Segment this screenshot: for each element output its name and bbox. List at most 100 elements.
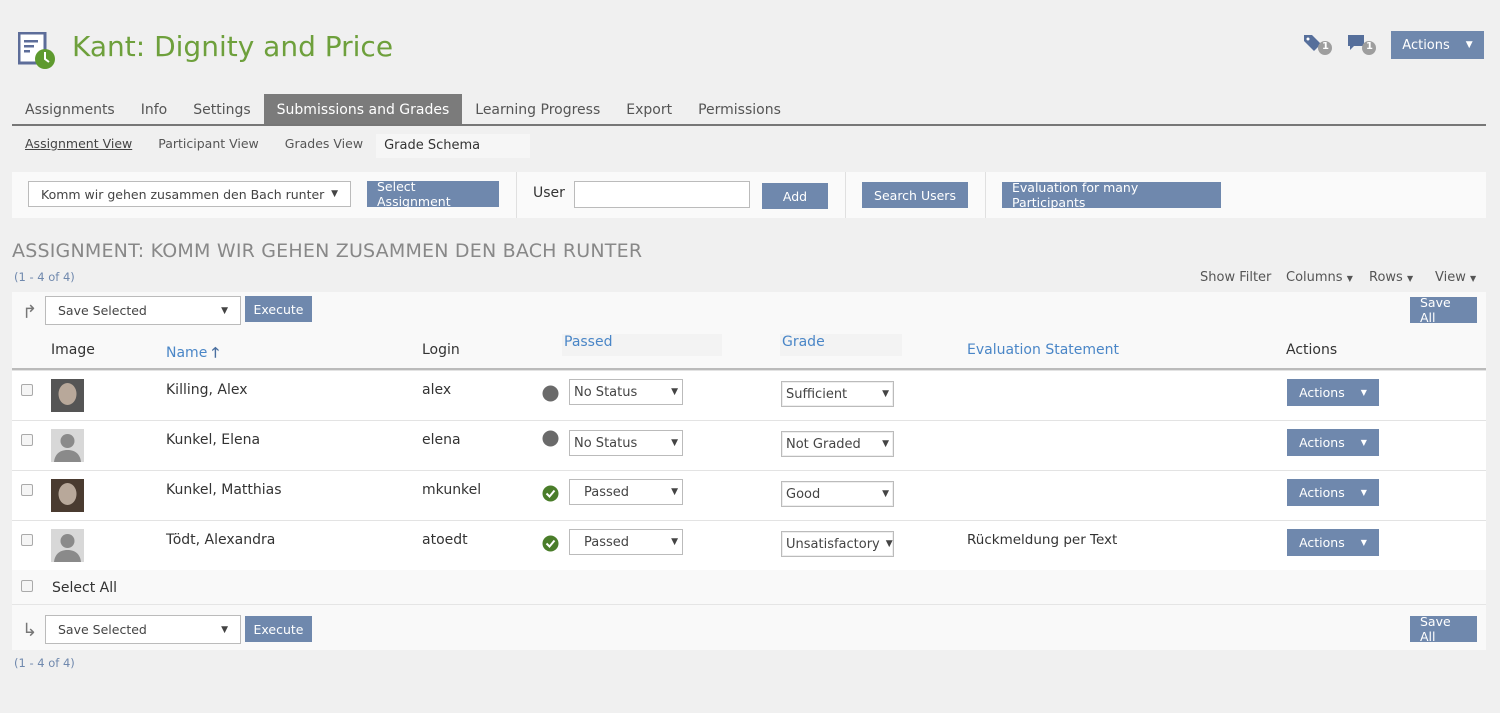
evaluation-many-button[interactable]: Evaluation for many Participants — [1002, 180, 1221, 210]
tab-settings[interactable]: Settings — [193, 102, 251, 118]
passed-check-icon — [542, 535, 559, 556]
subtab-grades-view[interactable]: Grades View — [284, 136, 364, 151]
caret-down-icon: ▼ — [882, 489, 889, 499]
caret-down-icon: ▼ — [1360, 538, 1367, 547]
passed-select-value: Passed — [584, 534, 630, 550]
user-input[interactable] — [574, 181, 750, 208]
subtab-participant-view[interactable]: Participant View — [158, 136, 259, 151]
evaluation-statement: Rückmeldung per Text — [967, 532, 1118, 548]
divider — [985, 172, 986, 218]
add-button[interactable]: Add — [762, 183, 828, 209]
grade-select-value: Unsatisfactory — [786, 536, 880, 552]
row-actions-button[interactable]: Actions ▼ — [1287, 379, 1379, 406]
tab-export[interactable]: Export — [626, 102, 673, 118]
columns-label: Columns — [1286, 270, 1343, 285]
caret-down-icon: ▼ — [221, 305, 228, 316]
tab-info[interactable]: Info — [140, 102, 168, 118]
comments-count: 1 — [1366, 41, 1373, 52]
avatar — [51, 429, 84, 462]
select-assignment-button[interactable]: Select Assignment — [367, 179, 499, 209]
save-all-button-top[interactable]: Save All — [1410, 295, 1477, 325]
row-checkbox[interactable] — [21, 434, 33, 446]
passed-select[interactable]: Passed ▼ — [569, 479, 683, 505]
caret-down-icon: ▼ — [1360, 438, 1367, 447]
result-count-top: (1 - 4 of 4) — [14, 270, 75, 284]
tab-learning-progress[interactable]: Learning Progress — [475, 102, 601, 118]
col-login: Login — [422, 342, 460, 358]
actions-label: Actions — [1299, 535, 1345, 550]
rows-dropdown[interactable]: Rows ▼ — [1369, 270, 1413, 285]
result-count-bottom: (1 - 4 of 4) — [14, 656, 75, 670]
actions-label: Actions — [1402, 37, 1450, 53]
tab-permissions[interactable]: Permissions — [698, 102, 781, 118]
row-actions-button[interactable]: Actions ▼ — [1287, 429, 1379, 456]
row-checkbox[interactable] — [21, 384, 33, 396]
command-select-value: Save Selected — [58, 303, 147, 318]
row-actions-button[interactable]: Actions ▼ — [1287, 529, 1379, 556]
avatar — [51, 529, 84, 562]
view-dropdown[interactable]: View ▼ — [1435, 270, 1476, 285]
execute-button-top[interactable]: Execute — [245, 296, 312, 322]
col-actions: Actions — [1286, 342, 1338, 358]
participant-login: atoedt — [422, 532, 468, 548]
columns-dropdown[interactable]: Columns ▼ — [1286, 270, 1353, 285]
submissions-table: ↱ Save Selected ▼ Execute Save All Image … — [12, 292, 1486, 650]
show-filter-link[interactable]: Show Filter — [1200, 270, 1272, 285]
col-name[interactable]: Name 🡑 — [166, 342, 219, 366]
divider — [845, 172, 846, 218]
subtab-grade-schema[interactable]: Grade Schema — [376, 134, 531, 158]
actions-label: Actions — [1299, 435, 1345, 450]
search-users-button[interactable]: Search Users — [862, 182, 968, 208]
execute-button-bottom[interactable]: Execute — [245, 616, 312, 642]
grade-select-value: Sufficient — [786, 386, 848, 402]
no-status-icon — [542, 385, 559, 406]
table-row: Tödt, Alexandra atoedt Passed ▼ Unsatisfacto… — [12, 520, 1486, 570]
header-actions-button[interactable]: Actions ▼ — [1391, 31, 1484, 59]
assignment-select[interactable]: Komm wir gehen zusammen den Bach runter ▼ — [28, 181, 351, 207]
caret-down-icon: ▼ — [671, 387, 678, 397]
toolbar: Komm wir gehen zusammen den Bach runter ▼… — [12, 172, 1486, 218]
col-name-label: Name — [166, 345, 208, 361]
caret-down-icon: ▼ — [885, 539, 893, 549]
main-tabs: Assignments Info Settings Submissions an… — [12, 94, 1486, 126]
participant-name: Killing, Alex — [166, 382, 248, 398]
subtab-assignment-view[interactable]: Assignment View — [25, 136, 133, 151]
section-heading: ASSIGNMENT: KOMM WIR GEHEN ZUSAMMEN DEN … — [12, 240, 643, 262]
command-select-value: Save Selected — [58, 622, 147, 637]
sub-tabs: Assignment View Participant View Grades … — [12, 134, 531, 158]
select-all-label: Select All — [52, 580, 117, 596]
tab-assignments[interactable]: Assignments — [25, 102, 115, 118]
col-evaluation-statement[interactable]: Evaluation Statement — [967, 342, 1119, 358]
passed-select[interactable]: Passed ▼ — [569, 529, 683, 555]
row-checkbox[interactable] — [21, 484, 33, 496]
save-all-button-bottom[interactable]: Save All — [1410, 614, 1477, 644]
caret-down-icon: ▼ — [1346, 274, 1353, 283]
grade-select[interactable]: Good ▼ — [781, 481, 894, 507]
passed-select-value: Passed — [584, 484, 630, 500]
row-checkbox[interactable] — [21, 534, 33, 546]
user-label: User — [533, 185, 565, 201]
command-select-top[interactable]: Save Selected ▼ — [45, 296, 241, 325]
passed-select[interactable]: No Status ▼ — [569, 379, 683, 405]
passed-select[interactable]: No Status ▼ — [569, 430, 683, 456]
caret-down-icon: ▼ — [1470, 274, 1477, 283]
table-row: Killing, Alex alex No Status ▼ Sufficient ▼ Ac… — [12, 370, 1486, 420]
grade-select[interactable]: Sufficient ▼ — [781, 381, 894, 407]
grade-select[interactable]: Unsatisfactory ▼ — [781, 531, 894, 557]
tab-submissions-and-grades[interactable]: Submissions and Grades — [263, 94, 463, 124]
caret-down-icon: ▼ — [1360, 488, 1367, 497]
caret-down-icon: ▼ — [221, 624, 228, 635]
arrow-turn-right-icon: ↱ — [22, 302, 38, 323]
select-all-checkbox[interactable] — [21, 580, 33, 592]
grade-select[interactable]: Not Graded ▼ — [781, 431, 894, 457]
col-passed[interactable]: Passed — [562, 334, 722, 356]
col-grade[interactable]: Grade — [780, 334, 902, 356]
comment-icon[interactable]: 1 — [1347, 34, 1379, 62]
passed-select-value: No Status — [574, 435, 638, 451]
participant-name: Kunkel, Matthias — [166, 482, 282, 498]
row-actions-button[interactable]: Actions ▼ — [1287, 479, 1379, 506]
rows-label: Rows — [1369, 270, 1403, 285]
command-select-bottom[interactable]: Save Selected ▼ — [45, 615, 241, 644]
tag-icon[interactable]: 1 — [1303, 34, 1335, 62]
participant-name: Kunkel, Elena — [166, 432, 261, 448]
